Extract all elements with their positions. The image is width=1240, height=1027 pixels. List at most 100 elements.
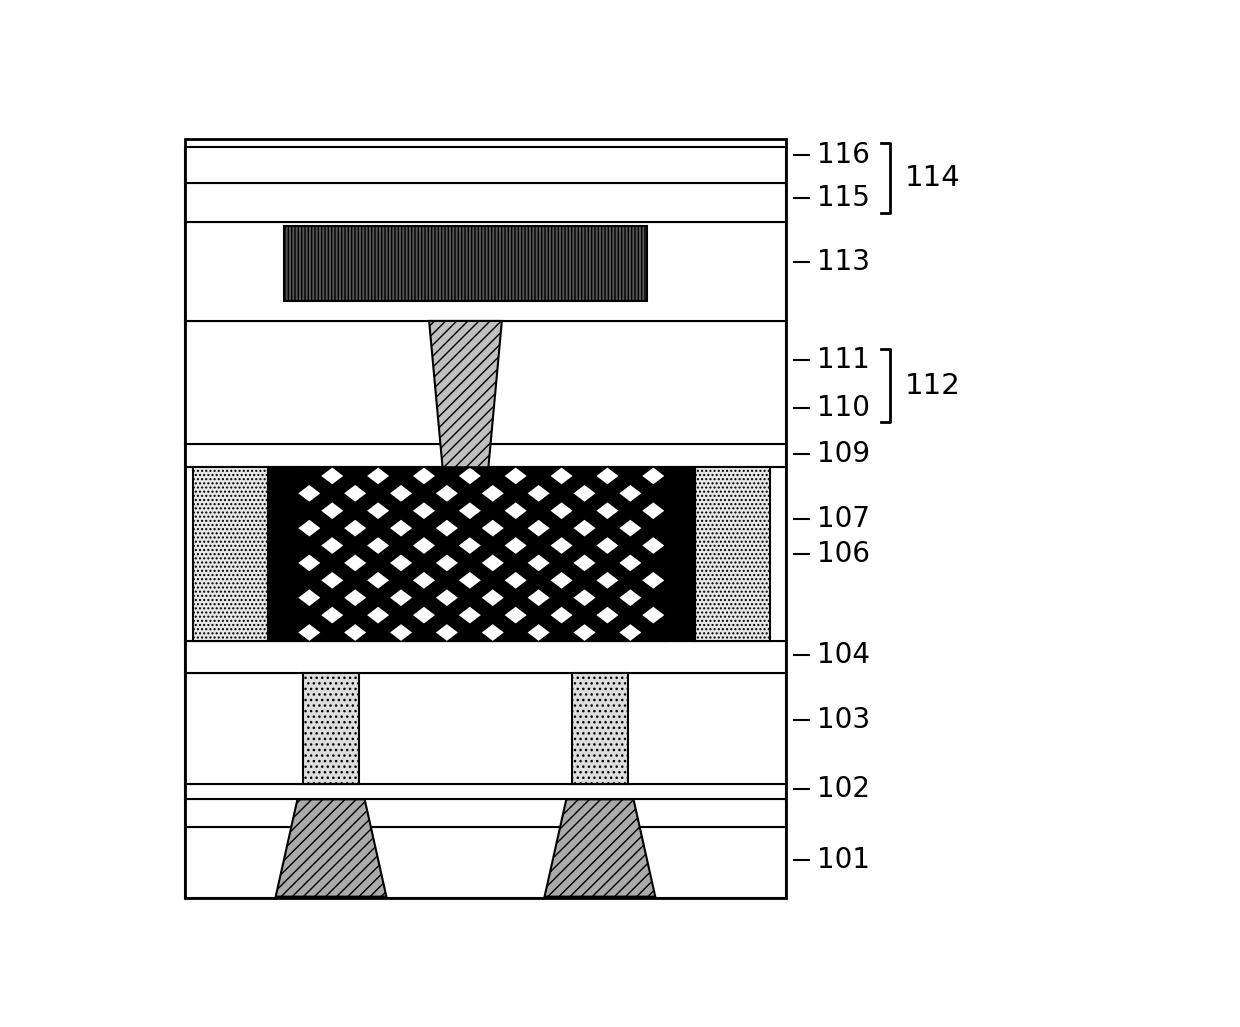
- Polygon shape: [429, 320, 502, 467]
- Polygon shape: [299, 624, 320, 641]
- Polygon shape: [596, 537, 619, 554]
- Polygon shape: [345, 555, 366, 571]
- Polygon shape: [413, 502, 435, 519]
- Bar: [268, 467, 298, 641]
- Text: 114: 114: [904, 163, 960, 192]
- Bar: [185, 139, 786, 899]
- Polygon shape: [367, 537, 389, 554]
- Text: 107: 107: [817, 504, 870, 533]
- Polygon shape: [299, 485, 320, 501]
- Polygon shape: [299, 589, 320, 606]
- Bar: [185, 827, 786, 899]
- Polygon shape: [573, 520, 595, 536]
- Polygon shape: [391, 624, 412, 641]
- Text: 109: 109: [817, 440, 870, 467]
- Polygon shape: [345, 485, 366, 501]
- Text: 115: 115: [817, 185, 870, 213]
- Polygon shape: [436, 520, 458, 536]
- Polygon shape: [528, 555, 549, 571]
- Polygon shape: [413, 572, 435, 588]
- Polygon shape: [391, 485, 412, 501]
- Polygon shape: [459, 607, 481, 623]
- Polygon shape: [391, 589, 412, 606]
- Polygon shape: [544, 799, 655, 897]
- Bar: [665, 467, 694, 641]
- Bar: [192, 467, 268, 641]
- Polygon shape: [413, 607, 435, 623]
- Bar: [185, 799, 786, 827]
- Polygon shape: [619, 485, 641, 501]
- Polygon shape: [505, 467, 527, 485]
- Polygon shape: [459, 467, 481, 485]
- Polygon shape: [642, 502, 665, 519]
- Polygon shape: [275, 799, 387, 897]
- Bar: [304, 673, 358, 784]
- Text: 116: 116: [817, 141, 870, 168]
- Polygon shape: [596, 467, 619, 485]
- Polygon shape: [596, 502, 619, 519]
- Polygon shape: [321, 572, 343, 588]
- Text: 101: 101: [817, 846, 870, 874]
- Polygon shape: [413, 537, 435, 554]
- Bar: [185, 673, 786, 784]
- Polygon shape: [528, 624, 549, 641]
- Polygon shape: [391, 520, 412, 536]
- Polygon shape: [573, 624, 595, 641]
- Polygon shape: [413, 467, 435, 485]
- Polygon shape: [528, 485, 549, 501]
- Polygon shape: [573, 485, 595, 501]
- Polygon shape: [596, 572, 619, 588]
- Bar: [185, 183, 786, 222]
- Polygon shape: [436, 485, 458, 501]
- Polygon shape: [619, 624, 641, 641]
- Polygon shape: [505, 502, 527, 519]
- Polygon shape: [459, 572, 481, 588]
- Polygon shape: [459, 537, 481, 554]
- Polygon shape: [551, 502, 573, 519]
- Polygon shape: [367, 607, 389, 623]
- Polygon shape: [345, 520, 366, 536]
- Polygon shape: [321, 467, 343, 485]
- Bar: [185, 320, 786, 444]
- Polygon shape: [482, 485, 503, 501]
- Polygon shape: [482, 555, 503, 571]
- Polygon shape: [367, 467, 389, 485]
- Bar: [694, 467, 770, 641]
- Polygon shape: [482, 520, 503, 536]
- Polygon shape: [345, 589, 366, 606]
- Polygon shape: [367, 572, 389, 588]
- Polygon shape: [367, 502, 389, 519]
- Polygon shape: [321, 537, 343, 554]
- Bar: [185, 784, 786, 799]
- Polygon shape: [436, 589, 458, 606]
- Polygon shape: [528, 520, 549, 536]
- Text: 110: 110: [817, 394, 870, 422]
- Polygon shape: [505, 607, 527, 623]
- Bar: [298, 467, 665, 641]
- Polygon shape: [551, 537, 573, 554]
- Text: 102: 102: [817, 775, 870, 803]
- Polygon shape: [321, 607, 343, 623]
- Text: 103: 103: [817, 707, 870, 734]
- Text: 104: 104: [817, 641, 870, 669]
- Bar: [185, 147, 786, 183]
- Polygon shape: [642, 572, 665, 588]
- Text: 106: 106: [817, 540, 870, 568]
- Polygon shape: [528, 589, 549, 606]
- Polygon shape: [619, 520, 641, 536]
- Text: 111: 111: [817, 346, 870, 375]
- Polygon shape: [482, 589, 503, 606]
- Polygon shape: [596, 607, 619, 623]
- Polygon shape: [459, 502, 481, 519]
- Polygon shape: [299, 520, 320, 536]
- Polygon shape: [551, 607, 573, 623]
- Polygon shape: [436, 555, 458, 571]
- Polygon shape: [573, 555, 595, 571]
- Bar: [185, 444, 786, 467]
- Bar: [284, 226, 647, 301]
- Polygon shape: [573, 589, 595, 606]
- Polygon shape: [551, 467, 573, 485]
- Polygon shape: [482, 624, 503, 641]
- Polygon shape: [505, 537, 527, 554]
- Text: 113: 113: [817, 248, 870, 275]
